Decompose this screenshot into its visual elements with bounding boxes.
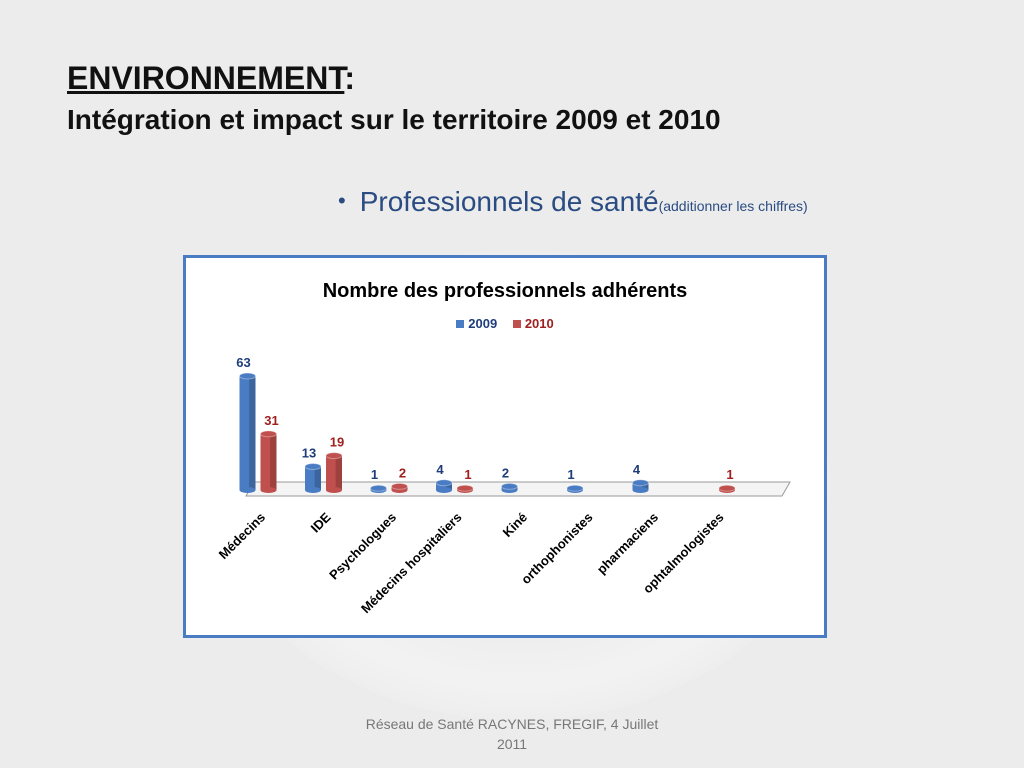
bar-2009-4: [502, 483, 518, 493]
data-label-2009-6: 4: [633, 462, 641, 477]
bar-2010-1: [326, 453, 342, 493]
bar-top-2009-4: [502, 483, 518, 489]
bar-top-2009-0: [240, 373, 256, 379]
bar-base-2009-1: [305, 487, 321, 493]
category-label-6: pharmaciens: [594, 510, 661, 577]
footer-line-2: 2011: [362, 734, 662, 754]
title-main: ENVIRONNEMENT:: [67, 58, 721, 98]
data-label-2010-7: 1: [726, 467, 733, 482]
slide-footer: Réseau de Santé RACYNES, FREGIF, 4 Juill…: [362, 714, 662, 754]
data-label-2009-0: 63: [236, 355, 250, 370]
bar-base-2010-0: [261, 487, 277, 493]
data-label-2010-1: 19: [330, 435, 344, 450]
bar-2009-5: [567, 485, 583, 493]
bar-base-2010-1: [326, 487, 342, 493]
bar-2009-2: [371, 485, 387, 493]
title-subtitle: Intégration et impact sur le territoire …: [67, 102, 721, 138]
bar-2009-6: [633, 480, 649, 493]
bar-2010-2: [392, 483, 408, 493]
footer-line-1: Réseau de Santé RACYNES, FREGIF, 4 Juill…: [362, 714, 662, 734]
data-label-2010-2: 2: [399, 465, 406, 480]
bar-top-2009-5: [567, 485, 583, 491]
bar-base-2009-0: [240, 487, 256, 493]
data-label-2009-4: 2: [502, 465, 509, 480]
bar-shade-2009-0: [249, 376, 255, 490]
bullet-item: • Professionnels de santé(additionner les…: [338, 186, 808, 218]
bar-top-2010-3: [457, 485, 473, 491]
bar-top-2010-2: [392, 483, 408, 489]
bar-2010-0: [261, 431, 277, 493]
bar-2010-3: [457, 485, 473, 493]
data-label-2009-5: 1: [567, 467, 574, 482]
bar-top-2010-1: [326, 453, 342, 459]
bar-top-2009-6: [633, 480, 649, 486]
slide-title: ENVIRONNEMENT: Intégration et impact sur…: [67, 58, 721, 138]
title-main-text: ENVIRONNEMENT: [67, 60, 344, 96]
bar-2009-3: [436, 480, 452, 493]
bullet-text: Professionnels de santé: [360, 186, 659, 217]
category-label-1: IDE: [308, 509, 334, 535]
bar-base-2009-3: [436, 487, 452, 493]
bar-top-2010-0: [261, 431, 277, 437]
data-label-2009-3: 4: [436, 462, 444, 477]
category-label-4: Kiné: [500, 510, 531, 541]
data-label-2010-3: 1: [464, 467, 471, 482]
bar-top-2009-2: [371, 485, 387, 491]
title-colon: :: [344, 60, 355, 96]
bar-2009-0: [240, 373, 256, 493]
bar-top-2009-3: [436, 480, 452, 486]
bar-top-2010-7: [719, 485, 735, 491]
bar-shade-2010-0: [270, 434, 276, 490]
bar-2009-1: [305, 463, 321, 493]
data-label-2009-2: 1: [371, 467, 378, 482]
bullet-note: (additionner les chiffres): [659, 198, 808, 214]
bar-shade-2010-1: [336, 456, 342, 490]
data-label-2009-1: 13: [302, 445, 316, 460]
category-label-5: orthophonistes: [518, 510, 596, 588]
bar-top-2009-1: [305, 463, 321, 469]
bar-2010-7: [719, 485, 735, 493]
category-label-0: Médecins: [216, 510, 269, 563]
bar-base-2009-6: [633, 487, 649, 493]
bullet-dot-icon: •: [338, 188, 346, 213]
data-label-2010-0: 31: [264, 413, 278, 428]
bar-shade-2009-1: [315, 466, 321, 490]
category-label-2: Psychologues: [326, 510, 399, 583]
chart-container: Nombre des professionnels adhérents 2009…: [183, 255, 827, 638]
